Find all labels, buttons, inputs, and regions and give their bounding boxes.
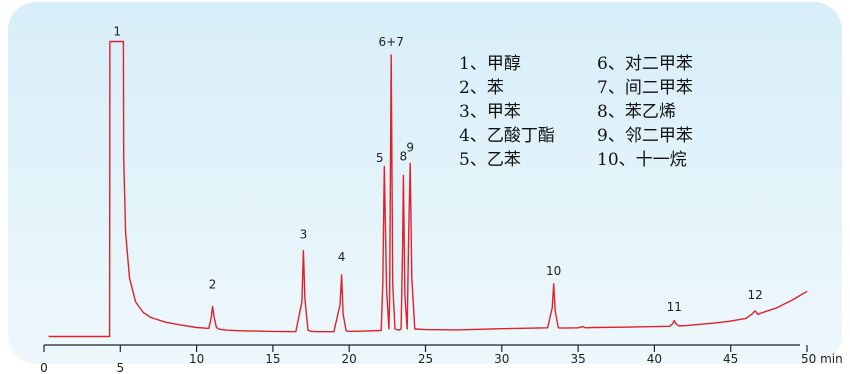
peak-label: 6+7 [379,35,404,49]
peak-label: 2 [209,277,217,291]
x-tick-label: 10 [189,352,204,366]
x-tick-label: 20 [342,352,357,366]
legend-entry: 10、十一烷 [597,150,687,170]
plot-background [8,2,842,364]
peak-label: 11 [667,300,682,314]
x-tick-label: 30 [494,352,509,366]
peak-label: 9 [406,140,414,154]
x-tick-label: 15 [265,352,280,366]
legend-entry: 8、苯乙烯 [597,102,676,122]
legend-entry: 6、对二甲苯 [597,54,693,74]
peak-label: 4 [338,250,346,264]
peak-label: 1 [113,24,121,38]
x-tick-label: 40 [647,352,662,366]
x-tick-label: 25 [418,352,433,366]
legend-entry: 7、间二甲苯 [597,78,693,98]
x-tick-label: 0 [40,361,48,374]
peak-label: 3 [300,228,308,242]
x-tick-label: 45 [723,352,738,366]
legend-entry: 9、邻二甲苯 [597,126,693,146]
legend-entry: 3、甲苯 [459,102,521,122]
legend: 1、甲醇 2、苯 3、甲苯 4、乙酸丁酯 5、乙苯 6、对二甲苯 7、间二甲苯 8、苯乙烯 9、… [459,54,693,170]
x-tick-label: 35 [570,352,585,366]
peak-label: 8 [400,149,408,163]
legend-entry: 1、甲醇 [459,54,521,74]
legend-entry: 4、乙酸丁酯 [459,126,555,146]
legend-entry: 2、苯 [459,78,504,98]
peak-label: 5 [376,151,384,165]
chromatogram-trace [48,40,808,338]
x-axis: 0 5 10 15 20 25 30 35 40 45 50 min [40,344,843,374]
legend-entry: 5、乙苯 [459,150,521,170]
x-tick-label: 5 [116,361,124,374]
peak-label: 12 [747,288,762,302]
x-tick-label: 50 min [801,352,843,366]
series-layer [48,40,808,338]
peak-label: 10 [546,264,561,278]
